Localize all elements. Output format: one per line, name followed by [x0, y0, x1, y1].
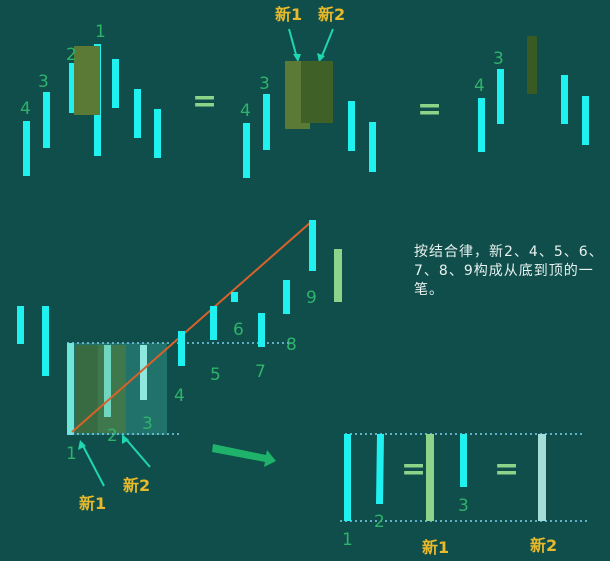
bar-7 [258, 313, 265, 347]
label-3: 3 [259, 74, 270, 94]
arrow-new1 [81, 443, 105, 487]
bar-8 [283, 280, 290, 314]
bar-light-green [334, 249, 342, 302]
result-bar [538, 434, 546, 521]
bar-a [348, 101, 355, 151]
arrowhead-new1 [78, 440, 86, 450]
label-new1: 新1 [79, 494, 106, 513]
bar-2 [104, 345, 111, 417]
arrow-new2 [321, 28, 334, 57]
merged-bar [426, 434, 434, 521]
label-4: 4 [174, 386, 185, 406]
bar-b [369, 122, 376, 172]
label-2: 2 [374, 512, 385, 532]
bar-3 [460, 434, 467, 487]
bar-3 [263, 94, 270, 150]
label-4: 4 [20, 99, 31, 119]
label-8: 8 [286, 335, 297, 355]
bar-4 [478, 98, 485, 152]
bar-3 [497, 69, 504, 124]
bar-5 [210, 306, 217, 340]
label-3: 3 [38, 72, 49, 92]
top-left-group: 4 3 2 1 [20, 22, 161, 176]
label-new1: 新1 [275, 5, 302, 24]
label-3: 3 [493, 49, 504, 69]
label-new2: 新2 [530, 536, 557, 555]
bar-6 [231, 292, 238, 302]
bar-left-2 [42, 306, 49, 376]
equals-sign: = [192, 84, 217, 119]
bar-b [582, 96, 589, 145]
equals-sign: = [417, 92, 442, 127]
label-3: 3 [458, 496, 469, 516]
label-new1: 新1 [422, 538, 449, 557]
label-new2: 新2 [318, 5, 345, 24]
bar-9 [309, 220, 316, 271]
merged-bar [527, 36, 537, 94]
bottom-right-group: = = 1 2 3 新1 新2 [340, 433, 590, 557]
top-right-group: 4 3 [474, 36, 589, 152]
bar-c [154, 109, 161, 158]
label-1: 1 [95, 22, 106, 42]
bar-3 [43, 92, 50, 148]
explanation-text: 按结合律，新2、4、5、6、7、8、9构成从底到顶的一笔。 [414, 244, 604, 298]
merged-block-new2 [301, 61, 333, 123]
label-3: 3 [142, 414, 153, 434]
label-5: 5 [210, 365, 221, 385]
label-2: 2 [107, 426, 118, 446]
arrow-new2 [124, 437, 151, 468]
bar-3 [140, 345, 147, 400]
bar-4 [178, 331, 185, 366]
arrowhead-new2 [122, 434, 129, 444]
big-arrow [212, 444, 276, 467]
bar-1 [67, 343, 74, 435]
top-middle-group: 新1 新2 4 3 [240, 5, 376, 178]
bar-4 [23, 121, 30, 176]
bar-1 [344, 434, 351, 521]
arrowhead-new1 [293, 54, 301, 62]
label-2: 2 [66, 45, 77, 65]
label-7: 7 [255, 362, 266, 382]
merged-block [74, 46, 100, 115]
middle-diagram: 1 2 3 4 5 6 7 8 9 新1 新2 [17, 220, 342, 513]
stroke-line [71, 221, 312, 433]
equals-sign: = [401, 452, 426, 487]
label-1: 1 [342, 530, 353, 550]
label-9: 9 [306, 288, 317, 308]
bar-left-1 [17, 306, 24, 344]
label-new2: 新2 [123, 476, 150, 495]
label-6: 6 [233, 320, 244, 340]
label-1: 1 [66, 444, 77, 464]
label-4: 4 [474, 76, 485, 96]
big-arrow-shape [212, 444, 276, 467]
equals-sign: = [494, 452, 519, 487]
bar-a [112, 59, 119, 108]
bar-a [561, 75, 568, 124]
merge-block-1 [75, 345, 97, 433]
arrowhead-new2 [317, 53, 325, 62]
label-4: 4 [240, 101, 251, 121]
arrow-new1 [288, 28, 298, 59]
bar-b [134, 89, 141, 138]
bar-2 [376, 434, 384, 504]
bar-2 [69, 63, 76, 113]
bar-4 [243, 123, 250, 178]
